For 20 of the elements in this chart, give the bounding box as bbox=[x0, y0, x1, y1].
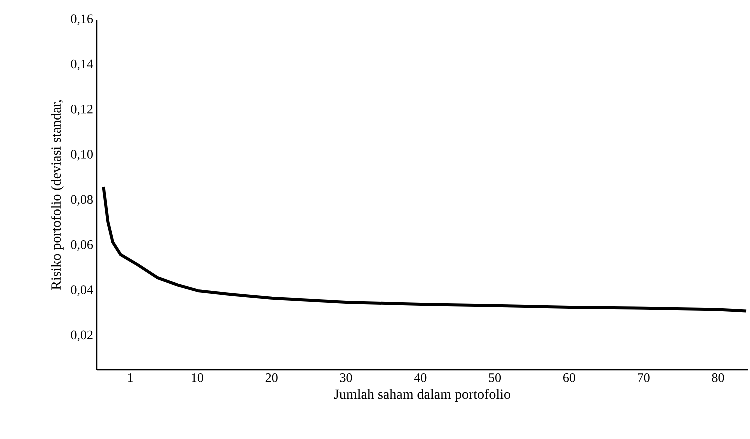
line-series bbox=[102, 186, 748, 313]
x-tick-label: 80 bbox=[712, 374, 724, 382]
y-tick-label: 0,10 bbox=[71, 150, 93, 161]
x-tick-label: 40 bbox=[414, 374, 427, 382]
x-axis-title: Jumlah saham dalam portofolio bbox=[334, 389, 510, 402]
y-tick-label: 0,12 bbox=[71, 105, 93, 116]
x-tick-label: 70 bbox=[638, 374, 650, 382]
y-tick-label: 0,14 bbox=[71, 60, 94, 70]
y-tick-label: 0,16 bbox=[71, 14, 94, 26]
x-tick-label: 1 bbox=[128, 374, 133, 382]
y-tick-label: 0,08 bbox=[71, 195, 93, 206]
x-tick-label: 50 bbox=[489, 374, 502, 382]
y-tick-label: 0,04 bbox=[71, 286, 94, 296]
y-tick-label: 0,06 bbox=[71, 240, 94, 252]
y-tick-label: 0,02 bbox=[71, 330, 93, 342]
x-tick-label: 60 bbox=[564, 374, 576, 382]
x-tick-label: 30 bbox=[340, 374, 352, 382]
x-tick-label: 10 bbox=[192, 374, 204, 382]
x-tick-label: 20 bbox=[266, 374, 278, 382]
y-axis-title: Risiko portofolio (deviasi standar, bbox=[51, 100, 64, 290]
